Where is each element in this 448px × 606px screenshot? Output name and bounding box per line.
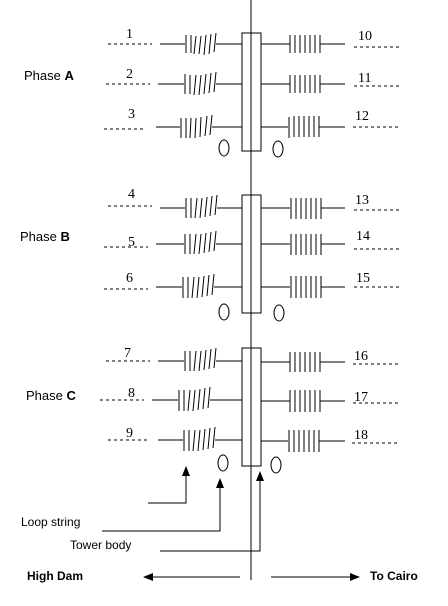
insulator-string [289,75,321,93]
phase-b-loop-left [218,303,230,321]
phase-a-crossarm-box [241,32,262,152]
loop-string-label: Loop string [21,515,80,529]
insulator-string [184,71,217,96]
insulator-string [290,198,322,219]
string-number: 2 [126,67,133,82]
phase-b-group: Phase B 4 13 [20,187,400,322]
phase-b-crossarm-box [241,194,262,314]
insulator-string [184,230,217,255]
string-number: 17 [354,390,368,405]
phase-a-group: Phase A 1 10 [24,27,400,158]
string-number: 6 [126,271,133,286]
string-number: 7 [124,346,131,361]
high-dam-label: High Dam [27,569,83,583]
insulator-string [288,116,320,138]
string-number: 16 [354,349,368,364]
string-number: 4 [128,187,135,202]
string-number: 12 [355,109,369,124]
string-number: 13 [355,193,369,208]
string-number: 5 [128,235,135,250]
insulator-string [289,35,321,53]
tower-body-leader: Tower body [70,471,264,552]
string-number: 1 [126,27,133,42]
string-number: 15 [356,271,370,286]
insulator-string [184,347,217,372]
direction-to-cairo: To Cairo [271,569,418,583]
insulator-string [185,194,218,219]
phase-a-label: Phase A [24,68,74,83]
string-number: 3 [128,107,135,122]
tower-body-label: Tower body [70,538,131,552]
insulator-string [178,386,211,412]
insulator-string [290,234,322,255]
phase-c-label: Phase C [26,388,76,403]
phase-b-loop-right [273,304,285,322]
insulator-string [289,352,321,372]
phase-c-loop-left [217,454,229,472]
insulator-string [180,114,213,139]
string-number: 10 [358,29,372,44]
insulator-string [289,390,321,412]
to-cairo-label: To Cairo [370,569,418,583]
insulator-string [182,273,215,299]
string-number: 9 [126,426,133,441]
insulator-string [290,276,322,298]
insulator-string [183,426,216,452]
phase-c-group: Phase C 7 16 [26,346,400,474]
insulator-string [185,32,217,56]
insulator-string [288,430,320,452]
phase-c-crossarm-box [241,347,262,467]
phase-a-loop-right [272,140,284,158]
direction-high-dam: High Dam [27,569,240,583]
string-number: 11 [358,71,371,86]
string-number: 18 [354,428,368,443]
phase-a-loop-left [218,139,230,157]
phase-c-loop-right [270,456,282,474]
phase-b-label: Phase B [20,229,70,244]
loop-string-leader: Loop string [21,466,224,532]
string-number: 8 [128,386,135,401]
string-number: 14 [356,229,370,244]
